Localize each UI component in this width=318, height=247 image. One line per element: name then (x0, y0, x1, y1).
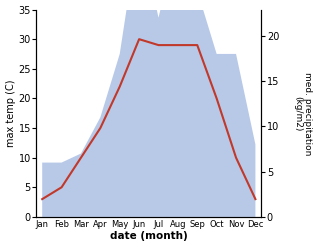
Y-axis label: max temp (C): max temp (C) (5, 80, 16, 147)
X-axis label: date (month): date (month) (110, 231, 188, 242)
Y-axis label: med. precipitation
(kg/m2): med. precipitation (kg/m2) (293, 72, 313, 155)
